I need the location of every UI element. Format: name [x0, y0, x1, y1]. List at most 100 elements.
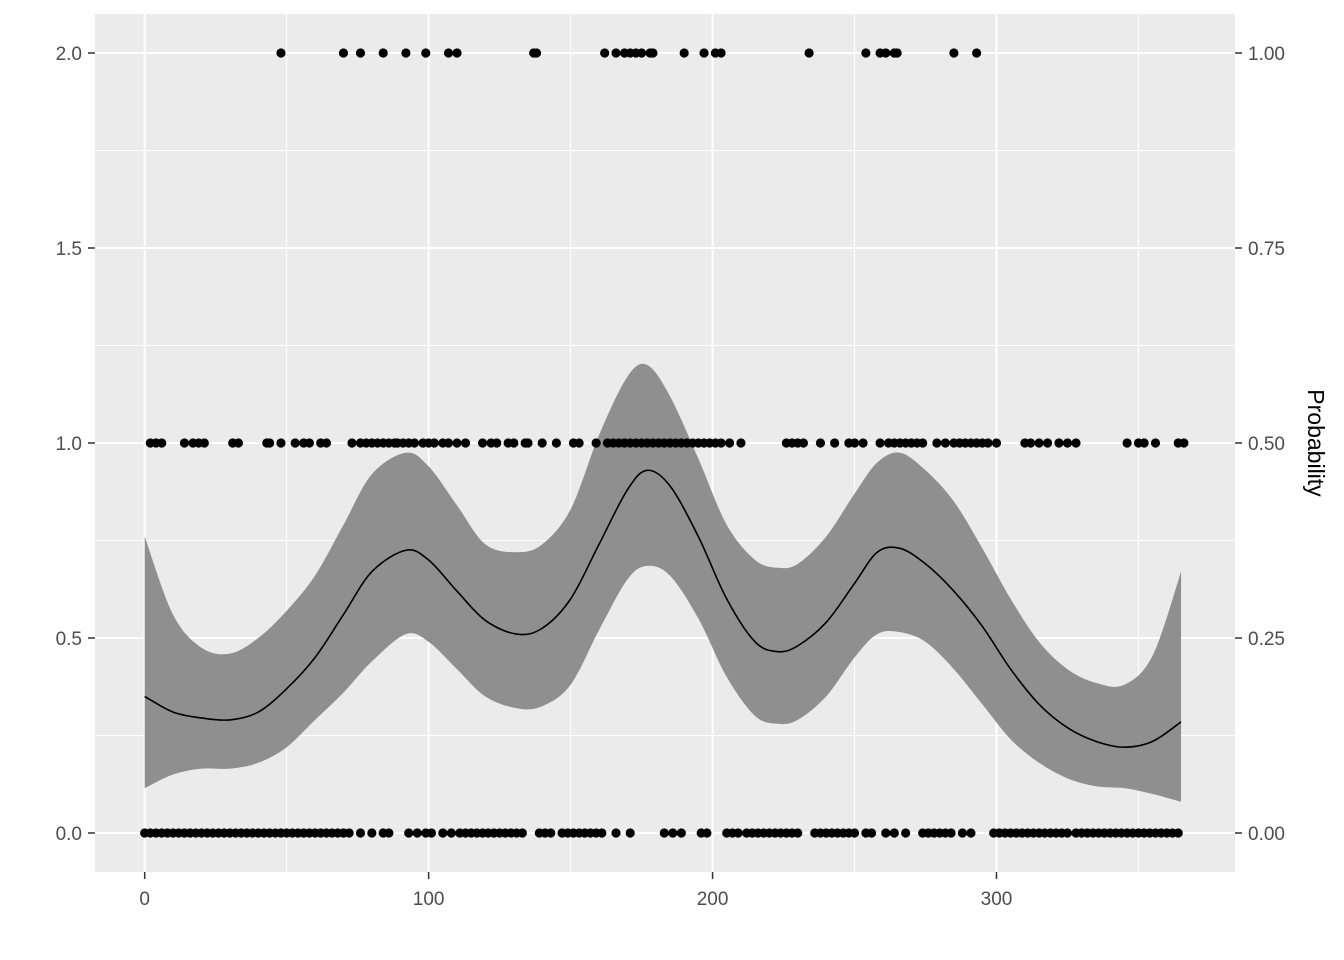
data-point	[421, 48, 431, 58]
data-point	[804, 48, 814, 58]
data-point	[443, 438, 454, 448]
data-point	[409, 438, 420, 448]
data-point	[932, 438, 942, 448]
data-point	[429, 438, 439, 448]
data-point	[321, 438, 332, 448]
data-point	[355, 48, 366, 58]
data-point	[304, 438, 314, 448]
data-point	[600, 48, 610, 58]
data-point	[957, 828, 968, 838]
data-point	[276, 48, 286, 58]
data-point	[991, 438, 1002, 448]
confidence-band	[144, 363, 1182, 802]
data-point	[625, 828, 635, 838]
data-point	[338, 48, 349, 58]
data-point	[384, 828, 394, 838]
data-point	[531, 48, 542, 58]
data-point	[438, 828, 448, 838]
data-point	[736, 438, 746, 448]
data-point	[157, 438, 167, 448]
data-point	[866, 828, 877, 838]
data-point	[1025, 438, 1036, 448]
data-point	[179, 438, 190, 448]
data-point	[344, 828, 354, 838]
data-point	[452, 438, 462, 448]
data-point	[966, 828, 976, 838]
data-point	[452, 48, 462, 58]
data-point	[699, 48, 709, 58]
data-point	[892, 48, 902, 58]
data-points	[140, 48, 1189, 838]
data-point	[443, 48, 454, 58]
data-point	[716, 438, 726, 448]
data-point	[378, 48, 388, 58]
data-point	[401, 48, 411, 58]
data-point	[233, 438, 243, 448]
data-point	[815, 438, 826, 448]
data-point	[597, 828, 607, 838]
data-point	[889, 828, 899, 838]
y-tick-label: 1.5	[56, 239, 82, 260]
fit-line	[144, 469, 1182, 749]
data-point	[849, 828, 860, 838]
data-point	[901, 828, 911, 838]
data-point	[1173, 828, 1183, 838]
data-point	[276, 438, 286, 448]
data-point	[793, 828, 803, 838]
data-point	[611, 828, 621, 838]
data-point	[716, 48, 726, 58]
data-point	[972, 48, 982, 58]
x-tick-label: 300	[981, 889, 1013, 910]
data-point	[492, 438, 502, 448]
y-tick-label: 2.0	[56, 44, 82, 65]
data-point	[412, 828, 422, 838]
data-point	[199, 438, 209, 448]
x-axis: 0 100 200 300	[139, 872, 1012, 910]
data-point	[875, 438, 885, 448]
data-point	[347, 438, 357, 448]
data-point	[659, 828, 669, 838]
data-point	[551, 438, 561, 448]
data-point	[940, 438, 950, 448]
data-point	[918, 438, 928, 448]
data-point	[949, 48, 959, 58]
data-point	[724, 438, 735, 448]
y-axis-right: 0.00 0.25 0.50 0.75 1.00	[1235, 44, 1285, 845]
data-point	[265, 438, 275, 448]
data-point	[733, 828, 743, 838]
y2-tick-label: 0.00	[1248, 824, 1285, 845]
data-point	[546, 828, 556, 838]
data-point	[648, 48, 658, 58]
data-point	[460, 438, 471, 448]
data-point	[668, 828, 678, 838]
data-point	[861, 48, 871, 58]
data-point	[1034, 438, 1044, 448]
y-tick-label: 1.0	[56, 434, 82, 455]
data-point	[636, 48, 647, 58]
data-point	[477, 438, 488, 448]
y-tick-label: 0.0	[56, 824, 82, 845]
data-point	[574, 438, 584, 448]
data-point	[798, 438, 809, 448]
data-point	[983, 438, 993, 448]
data-point	[881, 828, 891, 838]
data-point	[1071, 438, 1081, 448]
data-point	[881, 48, 891, 58]
y2-tick-label: 1.00	[1248, 44, 1285, 65]
data-point	[1043, 438, 1053, 448]
data-point	[702, 828, 712, 838]
data-point	[946, 828, 956, 838]
data-point	[1054, 438, 1064, 448]
data-point	[1062, 438, 1073, 448]
y2-tick-label: 0.75	[1248, 239, 1285, 260]
data-point	[404, 828, 414, 838]
data-point	[1150, 438, 1161, 448]
data-point	[1122, 438, 1132, 448]
data-point	[355, 828, 366, 838]
data-point	[591, 438, 601, 448]
data-point	[858, 438, 868, 448]
data-point	[1179, 438, 1189, 448]
x-tick-label: 0	[139, 889, 150, 910]
y2-tick-label: 0.50	[1248, 434, 1285, 455]
